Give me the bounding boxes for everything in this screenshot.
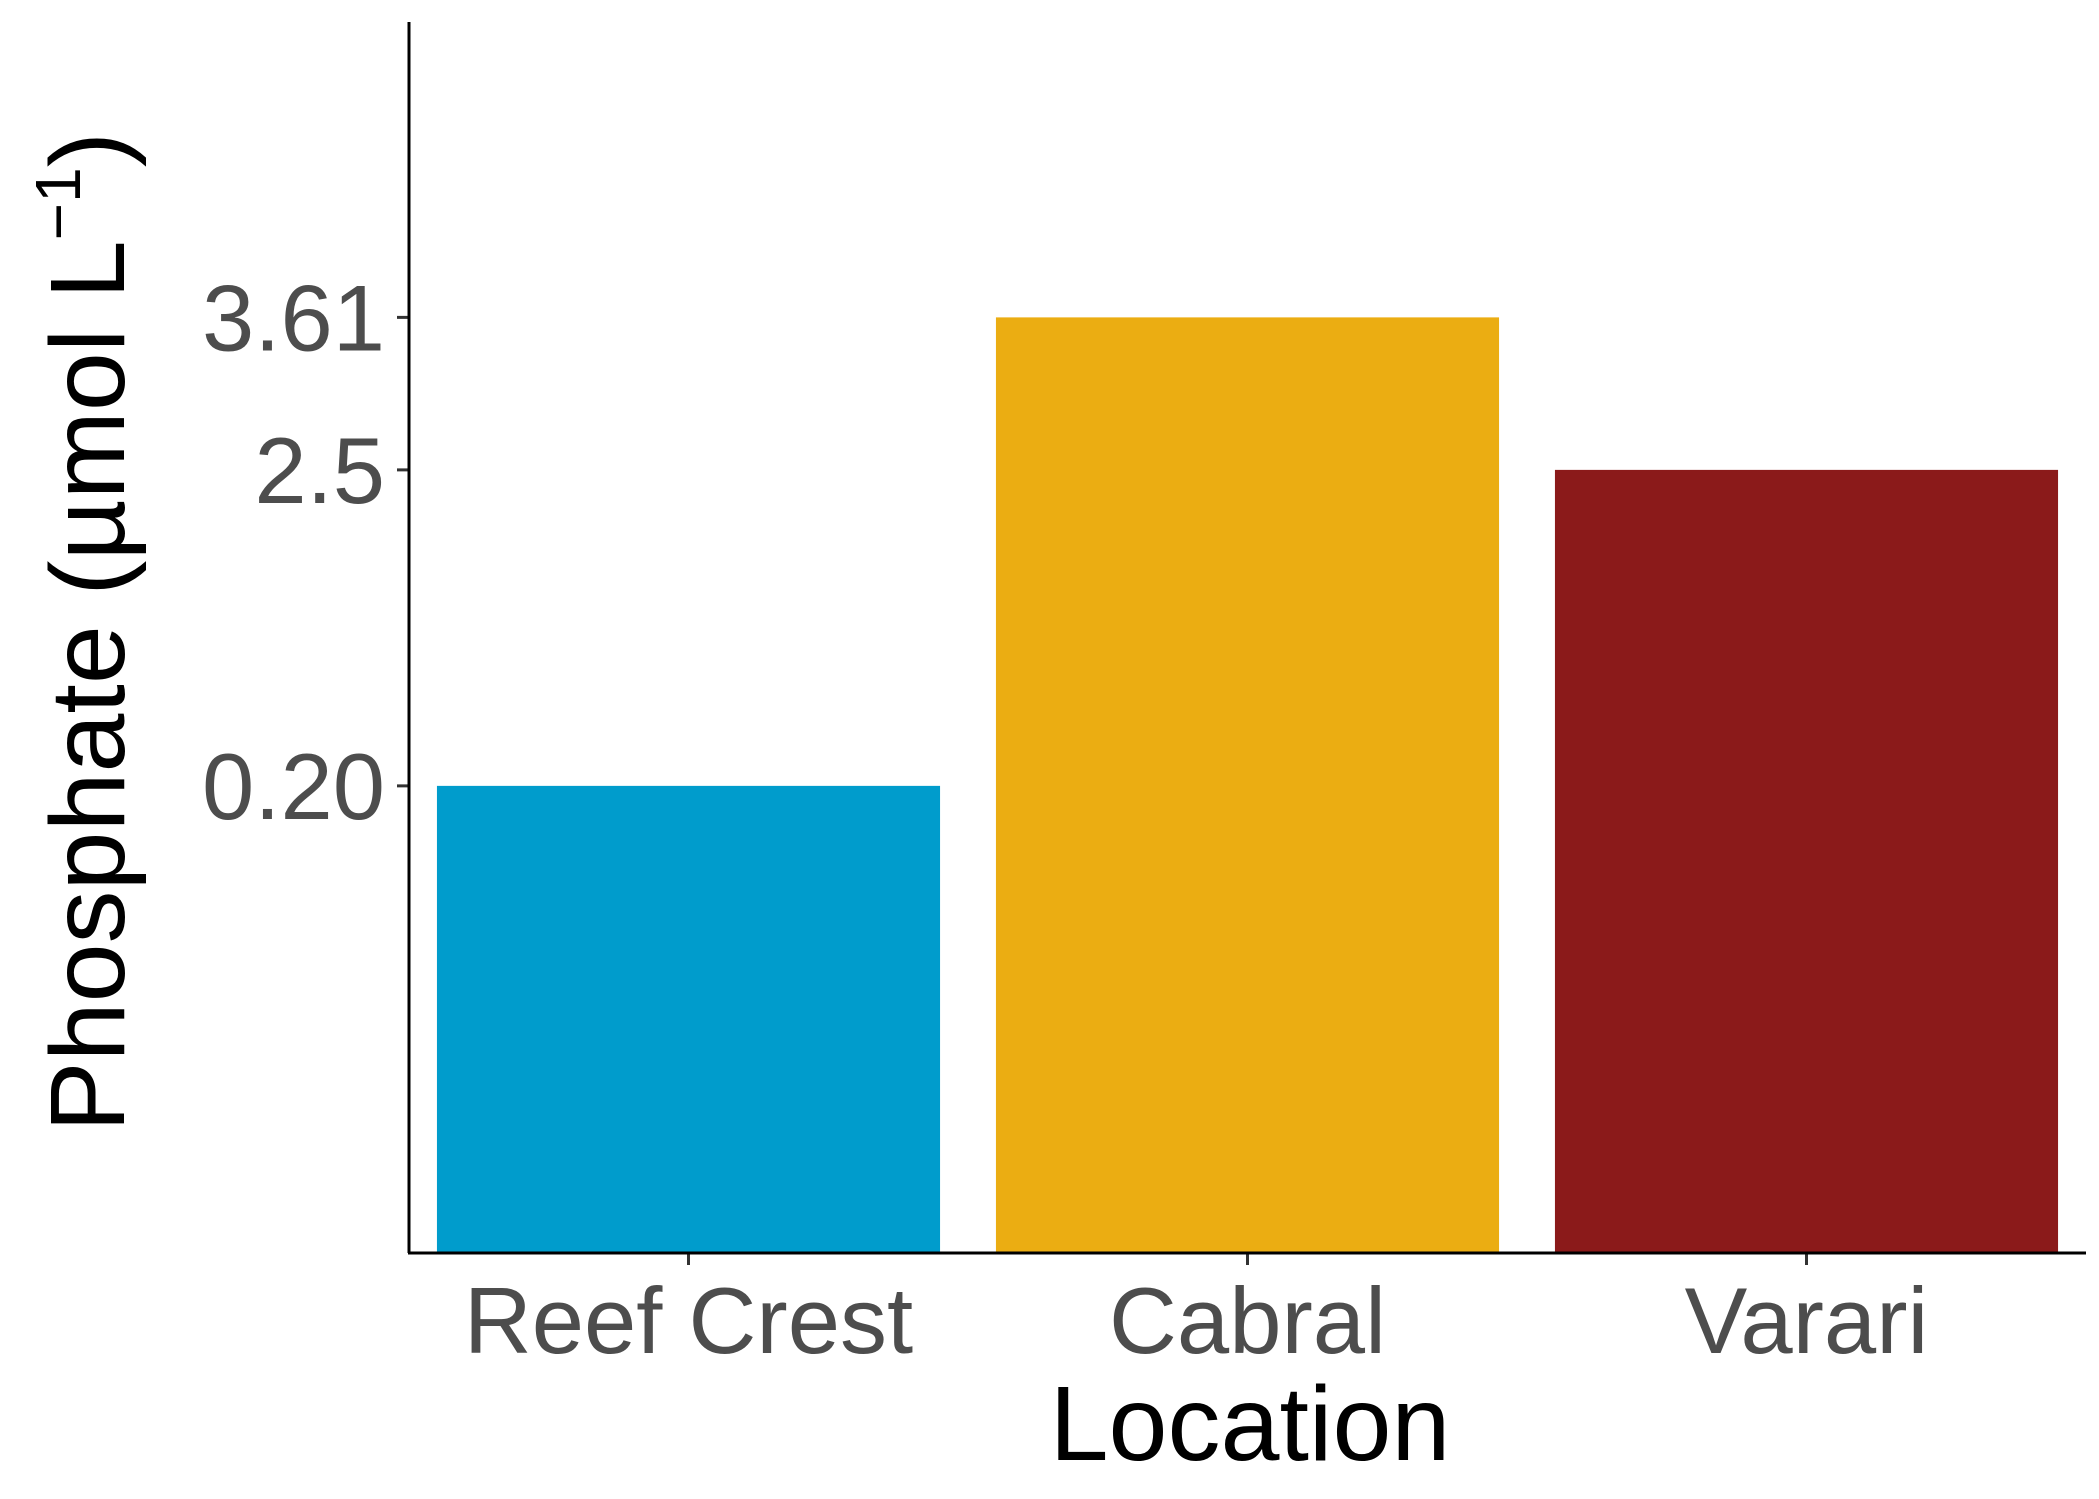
x-axis-ticks: Reef Crest Cabral Varari [464,1253,1929,1373]
y-axis-title-superscript: −1 [22,167,94,240]
bar-varari [1554,469,2059,1253]
bar-reef-crest [436,785,941,1253]
y-axis-title-close: ) [29,132,147,167]
bars-group [436,317,2059,1254]
y-tick-label: 3.61 [202,265,385,370]
bar-cabral [995,317,1500,1254]
x-axis-title: Location [1050,1365,1451,1483]
y-axis-ticks: 0.20 2.5 3.61 [202,265,409,839]
x-tick-label: Varari [1685,1268,1929,1373]
y-tick-label: 0.20 [202,734,385,839]
x-tick-label: Cabral [1109,1268,1386,1373]
x-tick-label: Reef Crest [464,1268,913,1373]
y-tick-label: 2.5 [254,418,385,523]
y-axis-title-main: Phosphate (µmol L [29,240,147,1132]
y-axis-title: Phosphate (µmol L−1) [22,132,147,1132]
